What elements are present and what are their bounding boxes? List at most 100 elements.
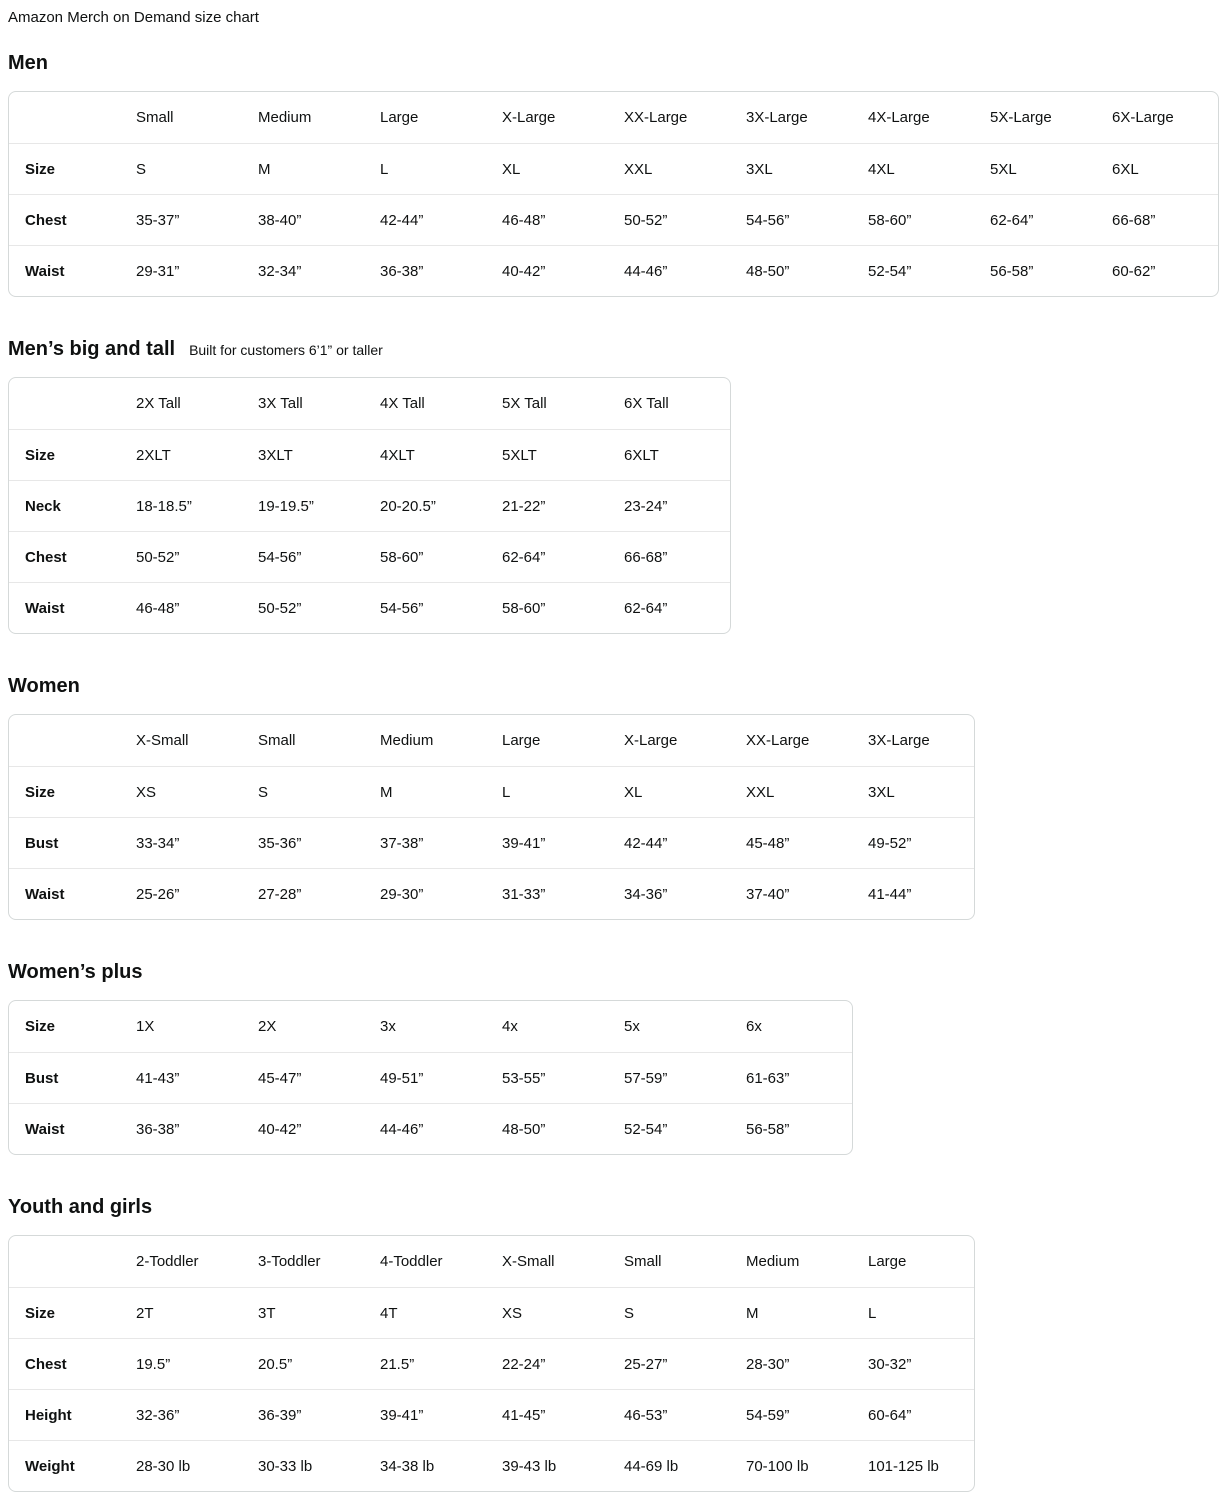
row-label: Size <box>25 1018 56 1035</box>
cell-value: 27-28” <box>242 868 364 919</box>
cell-value: 28-30” <box>730 1338 852 1389</box>
cell-value: 50-52” <box>242 582 364 633</box>
cell-value: 39-43 lb <box>486 1440 608 1491</box>
cell-value: 5XL <box>974 143 1096 194</box>
cell-value: 44-46” <box>608 245 730 296</box>
cell-value: 21-22” <box>486 480 608 531</box>
section-heading-mens-big-and-tall: Men’s big and tall <box>8 338 176 360</box>
column-header: Small <box>258 732 296 749</box>
row-label: Waist <box>9 582 120 633</box>
cell-value: L <box>852 1287 974 1338</box>
cell-value: 4XL <box>852 143 974 194</box>
cell-value: 4XLT <box>364 429 486 480</box>
cell-value: M <box>242 143 364 194</box>
cell-value: 32-36” <box>120 1389 242 1440</box>
table-row: Waist 25-26” 27-28” 29-30” 31-33” 34-36” 37-40… <box>9 868 974 919</box>
cell-value: 58-60” <box>486 582 608 633</box>
cell-value: 58-60” <box>852 194 974 245</box>
cell-value: 41-44” <box>852 868 974 919</box>
table-row: Size S M L XL XXL 3XL 4XL 5XL 6XL <box>9 143 1218 194</box>
cell-value: S <box>242 766 364 817</box>
cell-value: 23-24” <box>608 480 730 531</box>
row-label: Waist <box>9 1103 120 1154</box>
cell-value: 40-42” <box>242 1103 364 1154</box>
column-header: 2X Tall <box>136 395 181 412</box>
cell-value: 35-37” <box>120 194 242 245</box>
size-chart-sections: Men Small Medium Large X-Large XX-Large 3X-Lar… <box>8 51 1222 1492</box>
mens-big-and-tall-size-table: 2X Tall 3X Tall 4X Tall 5X Tall 6X Tall Size 2… <box>8 377 731 634</box>
column-header: 4-Toddler <box>380 1253 443 1270</box>
column-header-row: 2-Toddler 3-Toddler 4-Toddler X-Small Small M… <box>9 1236 974 1287</box>
section-heading-row: Youth and girls <box>8 1195 1222 1219</box>
cell-value: 18-18.5” <box>120 480 242 531</box>
row-label: Chest <box>9 531 120 582</box>
column-header: X-Large <box>502 109 556 126</box>
cell-value: 3XLT <box>242 429 364 480</box>
section-heading-men: Men <box>8 52 48 74</box>
cell-value: 66-68” <box>608 531 730 582</box>
cell-value: 53-55” <box>486 1052 608 1103</box>
cell-value: 62-64” <box>974 194 1096 245</box>
cell-value: 101-125 lb <box>852 1440 974 1491</box>
section-heading-women: Women <box>8 675 80 697</box>
table-row: Size 2XLT 3XLT 4XLT 5XLT 6XLT <box>9 429 730 480</box>
column-header: Large <box>868 1253 907 1270</box>
cell-value: 36-38” <box>120 1103 242 1154</box>
cell-value: 58-60” <box>364 531 486 582</box>
cell-value: 6XLT <box>608 429 730 480</box>
corner-cell <box>9 1236 120 1287</box>
cell-value: 38-40” <box>242 194 364 245</box>
cell-value: 35-36” <box>242 817 364 868</box>
cell-value: 29-30” <box>364 868 486 919</box>
cell-value: 54-56” <box>242 531 364 582</box>
cell-value: 42-44” <box>364 194 486 245</box>
section-womens-plus: Women’s plus Size 1X 2X 3x 4x 5x 6x Bust 41-43” 45… <box>8 960 1222 1155</box>
section-subtitle: Built for customers 6’1” or taller <box>189 342 383 358</box>
column-header: 2-Toddler <box>136 1253 199 1270</box>
women-size-table: X-Small Small Medium Large X-Large XX-Large 3X… <box>8 714 975 920</box>
table-row: Size 1X 2X 3x 4x 5x 6x <box>9 1001 852 1052</box>
row-label: Chest <box>9 1338 120 1389</box>
cell-value: 36-39” <box>242 1389 364 1440</box>
column-header: XX-Large <box>624 109 688 126</box>
cell-value: 46-48” <box>120 582 242 633</box>
cell-value: 32-34” <box>242 245 364 296</box>
cell-value: 22-24” <box>486 1338 608 1389</box>
cell-value: 40-42” <box>486 245 608 296</box>
cell-value: 41-45” <box>486 1389 608 1440</box>
cell-value: 61-63” <box>730 1052 852 1103</box>
cell-value: 25-26” <box>120 868 242 919</box>
cell-value: 28-30 lb <box>120 1440 242 1491</box>
cell-value: 3XL <box>852 766 974 817</box>
table-row: Waist 29-31” 32-34” 36-38” 40-42” 44-46” 48-50… <box>9 245 1218 296</box>
cell-value: 45-47” <box>242 1052 364 1103</box>
cell-value: 49-51” <box>364 1052 486 1103</box>
cell-value: XS <box>120 766 242 817</box>
column-header: Large <box>380 109 419 126</box>
cell-value: 29-31” <box>120 245 242 296</box>
cell-value: 62-64” <box>486 531 608 582</box>
womens-plus-size-table: Size 1X 2X 3x 4x 5x 6x Bust 41-43” 45-47” 49-51” 53… <box>8 1000 853 1155</box>
section-heading-womens-plus: Women’s plus <box>8 961 143 983</box>
column-header: X-Small <box>502 1253 555 1270</box>
section-men: Men Small Medium Large X-Large XX-Large 3X-Lar… <box>8 51 1222 297</box>
column-header: 3-Toddler <box>258 1253 321 1270</box>
row-label: Size <box>9 429 120 480</box>
cell-value: 6XL <box>1096 143 1218 194</box>
cell-value: S <box>608 1287 730 1338</box>
section-heading-youth-and-girls: Youth and girls <box>8 1196 153 1218</box>
cell-value: M <box>730 1287 852 1338</box>
row-label: Bust <box>9 817 120 868</box>
column-header: Large <box>502 732 541 749</box>
cell-value: 30-33 lb <box>242 1440 364 1491</box>
section-heading-row: Women’s plus <box>8 960 1222 984</box>
cell-value: 56-58” <box>730 1103 852 1154</box>
cell-value: 44-69 lb <box>608 1440 730 1491</box>
table-row: Height 32-36” 36-39” 39-41” 41-45” 46-53” 54-5… <box>9 1389 974 1440</box>
cell-value: 45-48” <box>730 817 852 868</box>
men-size-table: Small Medium Large X-Large XX-Large 3X-Large 4… <box>8 91 1219 297</box>
cell-value: 20-20.5” <box>364 480 486 531</box>
cell-value: 34-38 lb <box>364 1440 486 1491</box>
cell-value: 25-27” <box>608 1338 730 1389</box>
cell-value: 2X <box>258 1018 277 1035</box>
